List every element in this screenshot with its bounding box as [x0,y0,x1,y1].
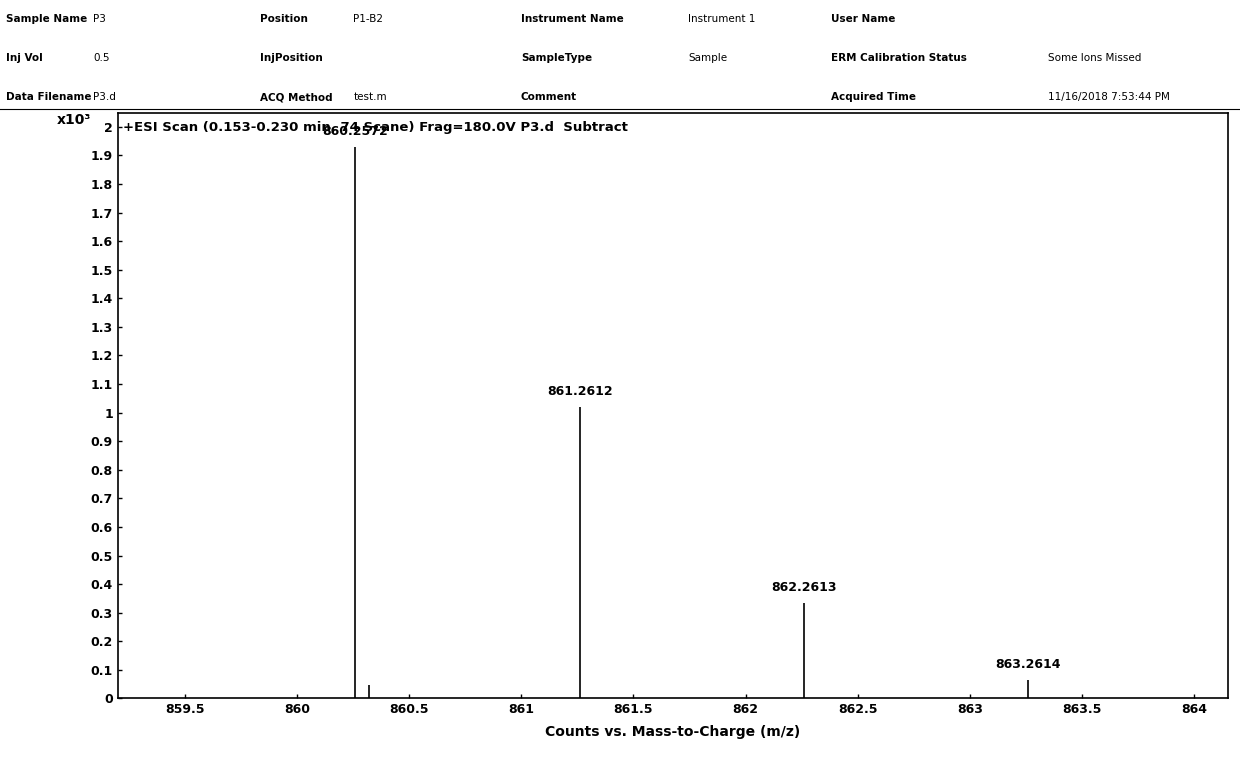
Text: 863.2614: 863.2614 [996,658,1061,671]
Text: ERM Calibration Status: ERM Calibration Status [831,54,967,63]
Text: Some Ions Missed: Some Ions Missed [1048,54,1141,63]
Text: 862.2613: 862.2613 [771,581,837,594]
Text: 11/16/2018 7:53:44 PM: 11/16/2018 7:53:44 PM [1048,92,1169,102]
Text: Inj Vol: Inj Vol [6,54,43,63]
Text: InjPosition: InjPosition [260,54,324,63]
Text: Position: Position [260,14,309,24]
Text: User Name: User Name [831,14,895,24]
Text: Instrument 1: Instrument 1 [688,14,755,24]
Text: test.m: test.m [353,92,387,102]
X-axis label: Counts vs. Mass-to-Charge (m/z): Counts vs. Mass-to-Charge (m/z) [546,725,800,739]
Text: Acquired Time: Acquired Time [831,92,916,102]
Text: Sample: Sample [688,54,728,63]
Text: ACQ Method: ACQ Method [260,92,334,102]
Text: x10³: x10³ [57,113,91,126]
Text: P3: P3 [93,14,105,24]
Text: 860.2572: 860.2572 [322,125,388,138]
Text: +ESI Scan (0.153-0.230 min, 74 Scane) Frag=180.0V P3.d  Subtract: +ESI Scan (0.153-0.230 min, 74 Scane) Fr… [123,121,629,134]
Text: P1-B2: P1-B2 [353,14,383,24]
Text: Data Filename: Data Filename [6,92,92,102]
Text: SampleType: SampleType [521,54,591,63]
Text: 0.5: 0.5 [93,54,109,63]
Text: P3.d: P3.d [93,92,115,102]
Text: Sample Name: Sample Name [6,14,88,24]
Text: Comment: Comment [521,92,577,102]
Text: 861.2612: 861.2612 [547,386,613,398]
Text: Instrument Name: Instrument Name [521,14,624,24]
